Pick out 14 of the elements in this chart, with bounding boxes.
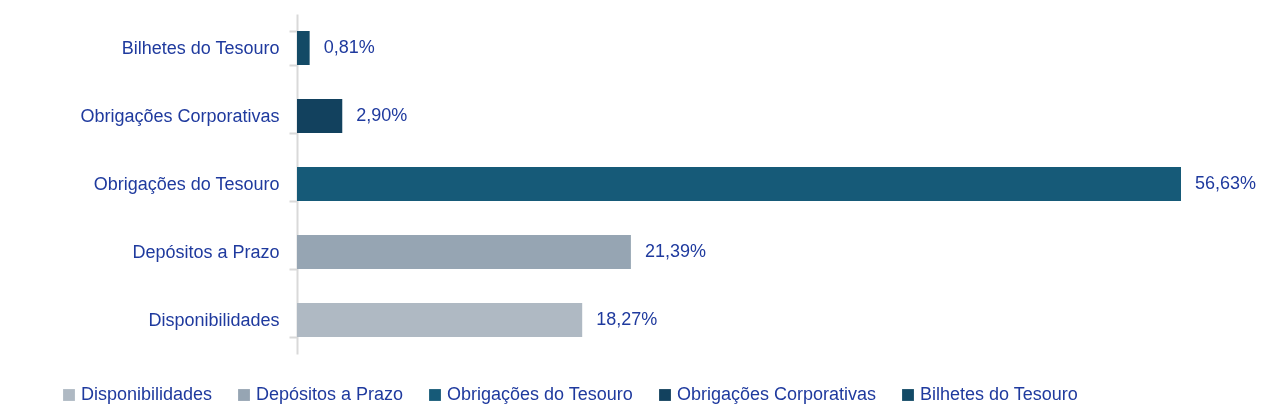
data-label: 21,39% xyxy=(644,241,706,261)
data-label: 56,63% xyxy=(1195,173,1257,193)
legend-label: Obrigações do Tesouro xyxy=(447,384,633,404)
y-tick-label: Bilhetes do Tesouro xyxy=(121,37,280,58)
y-tick-label: Depósitos a Prazo xyxy=(132,241,280,262)
legend-label: Bilhetes do Tesouro xyxy=(920,384,1078,404)
y-tick-label: Obrigações do Tesouro xyxy=(93,173,280,194)
y-tick-label: Obrigações Corporativas xyxy=(80,105,280,126)
data-label: 0,81% xyxy=(323,37,375,57)
data-label: 18,27% xyxy=(596,309,658,329)
legend-label: Depósitos a Prazo xyxy=(256,384,404,404)
data-label: 2,90% xyxy=(356,105,408,125)
y-tick-label: Disponibilidades xyxy=(148,309,280,330)
legend-label: Obrigações Corporativas xyxy=(677,384,877,404)
